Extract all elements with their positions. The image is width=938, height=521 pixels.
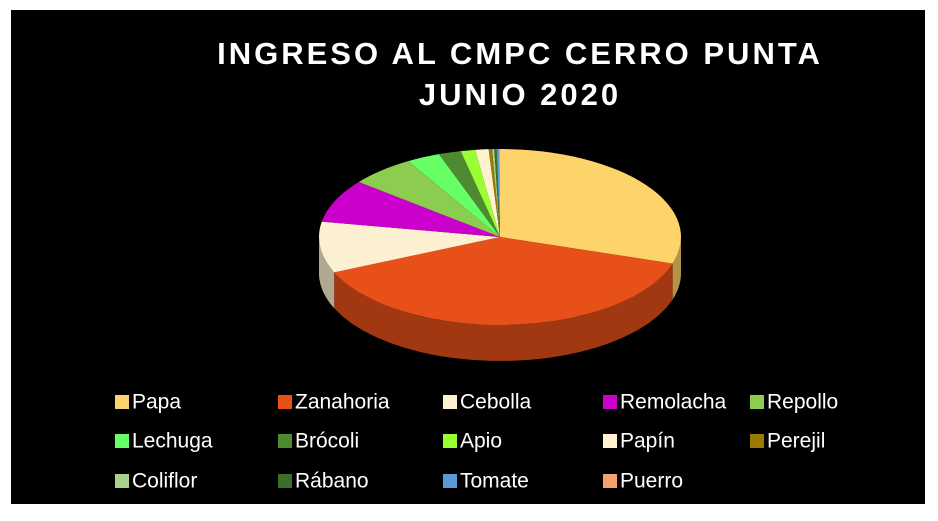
legend-swatch — [278, 395, 292, 409]
pie-slice — [321, 181, 500, 237]
legend-label: Perejil — [767, 430, 825, 453]
legend-swatch — [443, 395, 457, 409]
pie-slice-side — [319, 237, 335, 309]
chart-title: JUNIO 2020 — [419, 77, 621, 112]
pie-slice — [334, 237, 673, 325]
pie-slice — [475, 149, 500, 237]
legend-label: Zanahoria — [295, 391, 390, 414]
legend-swatch — [750, 395, 764, 409]
legend-label: Brócoli — [295, 430, 359, 453]
pie-slice — [319, 221, 500, 273]
pie-slice — [438, 151, 500, 237]
legend-swatch — [603, 474, 617, 488]
legend-swatch — [278, 474, 292, 488]
legend-swatch — [603, 434, 617, 448]
legend-label: Lechuga — [132, 430, 213, 453]
pie-slice-side — [334, 263, 673, 361]
legend-label: Apio — [460, 430, 502, 453]
legend-label: Coliflor — [132, 470, 197, 493]
legend-label: Papín — [620, 430, 675, 453]
pie-slice-side — [672, 237, 681, 300]
legend-label: Tomate — [460, 470, 529, 493]
legend-label: Repollo — [767, 391, 838, 414]
pie-slice — [460, 149, 500, 237]
legend-label: Papa — [132, 391, 181, 414]
legend-label: Remolacha — [620, 391, 727, 414]
pie-slice — [498, 149, 500, 237]
legend-swatch — [750, 434, 764, 448]
legend-label: Puerro — [620, 470, 683, 493]
legend-swatch — [603, 395, 617, 409]
pie-slice — [488, 149, 500, 237]
legend-label: Rábano — [295, 470, 369, 493]
legend-swatch — [115, 434, 129, 448]
legend-swatch — [278, 434, 292, 448]
chart-title: INGRESO AL CMPC CERRO PUNTA — [217, 36, 823, 71]
pie-slice — [408, 154, 500, 237]
pie-slice — [496, 149, 500, 237]
pie-slice — [500, 149, 681, 264]
pie-slice — [494, 149, 500, 237]
legend-swatch — [443, 434, 457, 448]
pie-slice — [492, 149, 500, 237]
legend-label: Cebolla — [460, 391, 532, 414]
legend-swatch — [443, 474, 457, 488]
pie-slice — [358, 161, 500, 237]
legend-swatch — [115, 474, 129, 488]
legend-swatch — [115, 395, 129, 409]
